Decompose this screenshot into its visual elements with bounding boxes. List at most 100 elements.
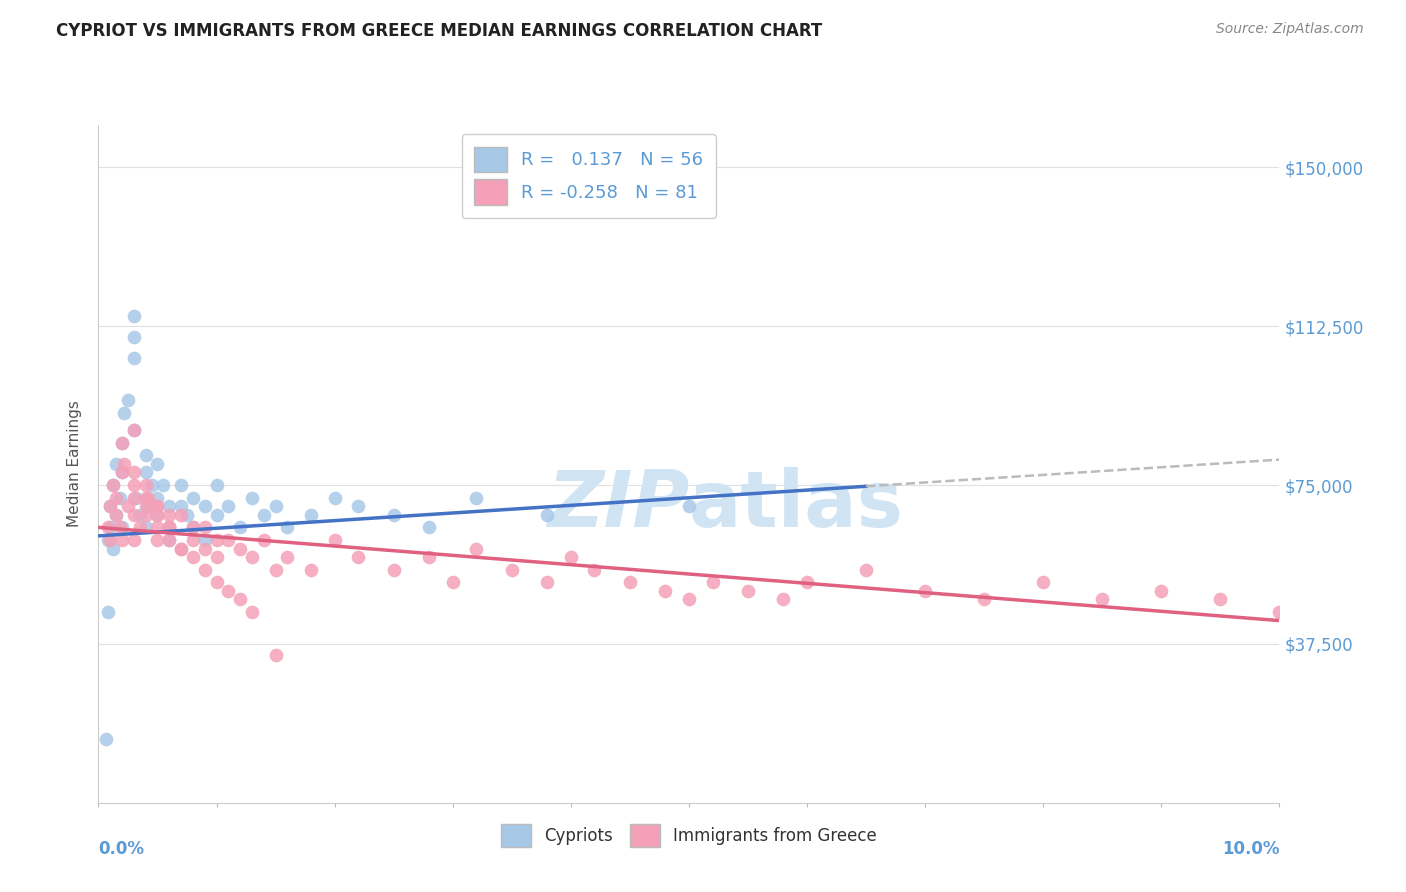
Text: ZIP: ZIP — [547, 467, 689, 542]
Point — [229, 520, 252, 534]
Point — [205, 533, 228, 548]
Point — [382, 563, 405, 577]
Point — [146, 508, 169, 522]
Point — [125, 491, 148, 505]
Point — [135, 466, 157, 480]
Point — [264, 500, 287, 514]
Text: 0.0%: 0.0% — [98, 840, 145, 858]
Point — [105, 457, 128, 471]
Point — [122, 330, 145, 344]
Point — [122, 309, 145, 323]
Point — [108, 520, 131, 534]
Point — [146, 500, 169, 514]
Point — [276, 520, 298, 534]
Point — [702, 575, 724, 590]
Point — [101, 478, 124, 492]
Point — [240, 605, 263, 619]
Point — [112, 457, 135, 471]
Point — [181, 520, 204, 534]
Point — [347, 500, 370, 514]
Point — [101, 478, 124, 492]
Point — [135, 478, 157, 492]
Point — [111, 466, 134, 480]
Point — [170, 541, 193, 556]
Point — [205, 478, 228, 492]
Point — [560, 549, 582, 565]
Point — [97, 520, 120, 534]
Point — [152, 478, 174, 492]
Point — [122, 508, 145, 522]
Point — [465, 541, 488, 556]
Point — [105, 508, 128, 522]
Point — [122, 423, 145, 437]
Point — [98, 520, 121, 534]
Point — [501, 563, 523, 577]
Point — [855, 563, 877, 577]
Text: 10.0%: 10.0% — [1222, 840, 1279, 858]
Point — [108, 491, 131, 505]
Point — [205, 549, 228, 565]
Point — [111, 533, 134, 548]
Point — [98, 500, 121, 514]
Point — [157, 533, 180, 548]
Point — [181, 533, 204, 548]
Point — [299, 563, 322, 577]
Point — [253, 533, 276, 548]
Point — [1209, 592, 1232, 607]
Point — [98, 533, 121, 548]
Point — [157, 520, 180, 534]
Point — [105, 508, 128, 522]
Point — [135, 449, 157, 463]
Point — [264, 563, 287, 577]
Point — [323, 491, 346, 505]
Y-axis label: Median Earnings: Median Earnings — [67, 401, 83, 527]
Point — [101, 541, 124, 556]
Legend: Cypriots, Immigrants from Greece: Cypriots, Immigrants from Greece — [492, 815, 886, 855]
Point — [122, 478, 145, 492]
Point — [128, 508, 150, 522]
Point — [678, 500, 700, 514]
Point — [1268, 605, 1291, 619]
Point — [157, 508, 180, 522]
Point — [146, 520, 169, 534]
Point — [323, 533, 346, 548]
Point — [914, 584, 936, 599]
Point — [583, 563, 606, 577]
Point — [194, 533, 217, 548]
Point — [136, 500, 159, 514]
Point — [117, 393, 139, 408]
Point — [136, 491, 159, 505]
Point — [111, 435, 134, 450]
Point — [135, 491, 157, 505]
Point — [176, 508, 198, 522]
Point — [418, 549, 440, 565]
Point — [122, 351, 145, 365]
Point — [229, 541, 252, 556]
Point — [105, 491, 128, 505]
Point — [217, 500, 239, 514]
Point — [135, 520, 157, 534]
Text: atlas: atlas — [689, 467, 904, 542]
Point — [217, 533, 239, 548]
Point — [240, 491, 263, 505]
Point — [157, 520, 180, 534]
Point — [240, 549, 263, 565]
Point — [97, 533, 120, 548]
Point — [146, 533, 169, 548]
Point — [418, 520, 440, 534]
Point — [117, 500, 139, 514]
Point — [122, 533, 145, 548]
Point — [135, 508, 157, 522]
Point — [619, 575, 641, 590]
Point — [737, 584, 759, 599]
Point — [135, 500, 157, 514]
Point — [536, 575, 558, 590]
Point — [1150, 584, 1173, 599]
Point — [181, 491, 204, 505]
Point — [181, 520, 204, 534]
Point — [170, 478, 193, 492]
Point — [194, 541, 217, 556]
Point — [128, 520, 150, 534]
Point — [441, 575, 464, 590]
Point — [111, 520, 134, 534]
